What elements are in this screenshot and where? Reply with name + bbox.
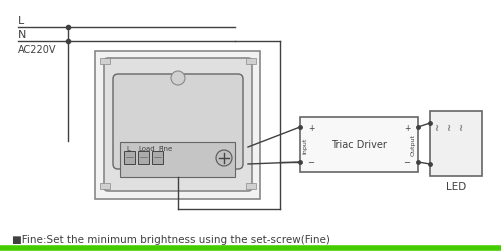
Text: AC220V: AC220V <box>18 45 57 55</box>
Circle shape <box>215 150 231 166</box>
Bar <box>245 183 256 189</box>
Bar <box>100 59 110 65</box>
Text: Input: Input <box>302 137 307 153</box>
Text: Fine: Fine <box>158 145 172 151</box>
Bar <box>95 52 260 199</box>
Bar <box>138 151 149 164</box>
Text: +: + <box>403 123 409 133</box>
Bar <box>300 117 417 172</box>
Bar <box>120 142 234 177</box>
Text: Load: Load <box>138 145 154 151</box>
Text: Output: Output <box>410 134 415 156</box>
Bar <box>152 151 163 164</box>
Text: ~: ~ <box>432 121 442 130</box>
Text: ~: ~ <box>444 121 454 130</box>
Text: LED: LED <box>445 181 465 191</box>
Text: Triac Driver: Triac Driver <box>330 140 386 150</box>
Text: L: L <box>18 16 24 26</box>
Text: L: L <box>126 145 130 151</box>
Bar <box>245 59 256 65</box>
Circle shape <box>171 72 185 86</box>
Text: ■Fine:Set the minimum brightness using the set-screw(Fine): ■Fine:Set the minimum brightness using t… <box>12 234 329 244</box>
Text: N: N <box>18 30 27 40</box>
Text: −: − <box>307 158 314 166</box>
Text: +: + <box>307 123 314 133</box>
Bar <box>124 151 135 164</box>
FancyBboxPatch shape <box>104 59 252 191</box>
Text: ~: ~ <box>456 121 466 130</box>
Text: −: − <box>403 158 410 166</box>
Bar <box>100 183 110 189</box>
FancyBboxPatch shape <box>113 75 242 169</box>
Bar <box>429 112 481 176</box>
